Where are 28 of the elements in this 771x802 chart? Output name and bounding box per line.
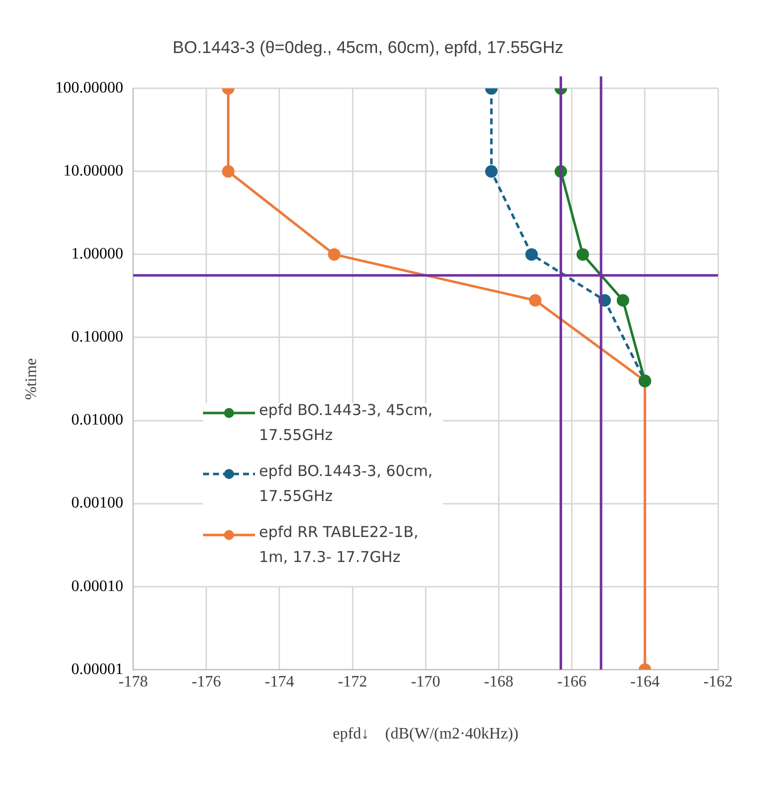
- y-tick-label: 10.00000: [63, 162, 124, 180]
- legend-label: epfd BO.1443-3, 45cm, 17.55GHz: [259, 400, 434, 446]
- point: [529, 294, 542, 307]
- x-tick-label: -176: [192, 673, 221, 690]
- x-tick-label: -172: [338, 673, 368, 690]
- y-tick-label: 100.00000: [55, 80, 124, 97]
- x-tick-label: -164: [630, 673, 660, 690]
- y-tick-label: 0.01000: [71, 412, 124, 429]
- y-tick-label: 0.00100: [71, 494, 124, 512]
- point: [525, 248, 538, 261]
- legend-label: epfd RR TABLE22-1B, 1m, 17.3- 17.7GHz: [259, 522, 420, 568]
- point: [576, 248, 590, 261]
- y-tick-label: 0.10000: [71, 328, 124, 346]
- point: [222, 165, 234, 178]
- x-tick-label: -170: [410, 673, 440, 690]
- y-tick-label: 1.00000: [71, 246, 124, 263]
- y-tick-label: 0.00010: [71, 578, 124, 595]
- point: [616, 294, 630, 307]
- x-axis-title: epfd↓ (dB(W/(m2·40kHz)): [332, 726, 518, 743]
- x-tick-label: -168: [484, 673, 514, 690]
- point: [328, 248, 340, 261]
- legend-label: epfd BO.1443-3, 60cm, 17.55GHz: [259, 461, 434, 507]
- x-tick-label: -166: [557, 673, 586, 690]
- point: [485, 165, 498, 178]
- y-axis-title: %time: [22, 358, 40, 400]
- x-tick-label: -162: [703, 673, 733, 690]
- x-tick-label: -174: [264, 673, 294, 690]
- chart-title: BO.1443-3 (θ=0deg., 45cm, 60cm), epfd, 17.55GHz: [172, 38, 564, 57]
